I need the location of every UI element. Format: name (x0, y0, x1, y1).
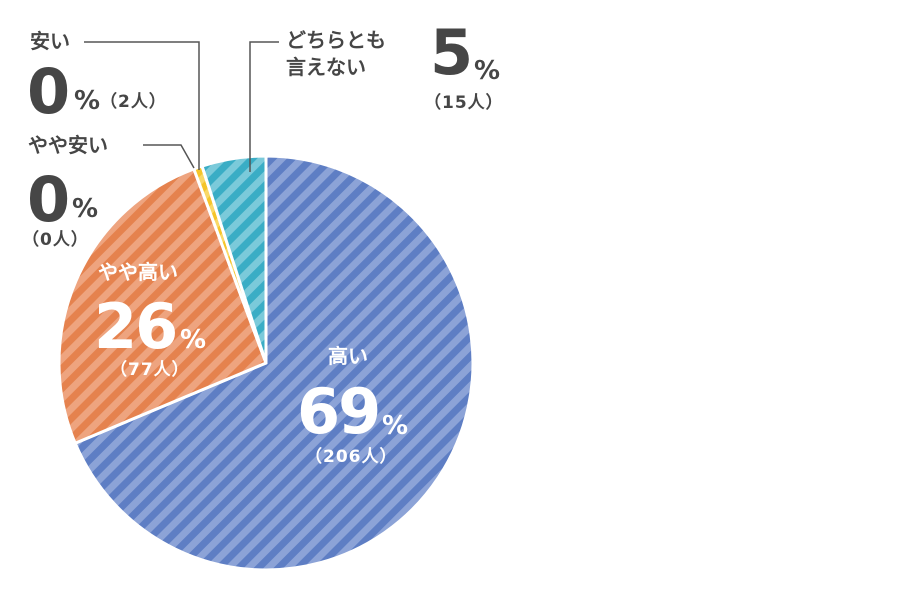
label-neither-pct: % (474, 56, 501, 86)
label-somewhat-high-value: 26 (94, 290, 178, 363)
label-high-pct: % (382, 411, 409, 441)
label-neither-value: 5 (430, 16, 473, 89)
label-cheap-category: 安い (30, 29, 70, 53)
label-cheap-pct: % (74, 86, 101, 116)
leader-line-cheap (84, 41, 200, 170)
label-somewhat-cheap-count: （0人） (22, 230, 89, 250)
leader-line-somewhat-cheap (143, 144, 195, 169)
label-high-category: 高い (328, 344, 368, 368)
label-neither-category-line2: 言えない (286, 55, 366, 79)
leader-line-neither (249, 41, 279, 172)
label-somewhat-high-pct: % (180, 325, 207, 355)
label-neither-count: （15人） (424, 93, 504, 113)
pie-slice-0 (73, 154, 475, 572)
label-somewhat-high-category: やや高い (98, 260, 178, 284)
pie-slice-4 (200, 154, 268, 365)
pie-slice-1 (57, 167, 268, 445)
label-somewhat-cheap-value: 0 (27, 163, 70, 236)
leader-lines (84, 41, 279, 172)
label-somewhat-cheap-category: やや安い (28, 133, 108, 157)
label-somewhat-high-count: （77人） (110, 360, 190, 380)
pie-slices (57, 154, 475, 572)
label-somewhat-cheap-pct: % (72, 194, 99, 224)
label-neither-category-line1: どちらとも (286, 28, 386, 52)
label-cheap-value: 0 (27, 55, 70, 128)
label-cheap-count: （2人） (100, 92, 167, 112)
label-high-value: 69 (297, 375, 381, 448)
label-high-count: （206人） (305, 447, 398, 467)
